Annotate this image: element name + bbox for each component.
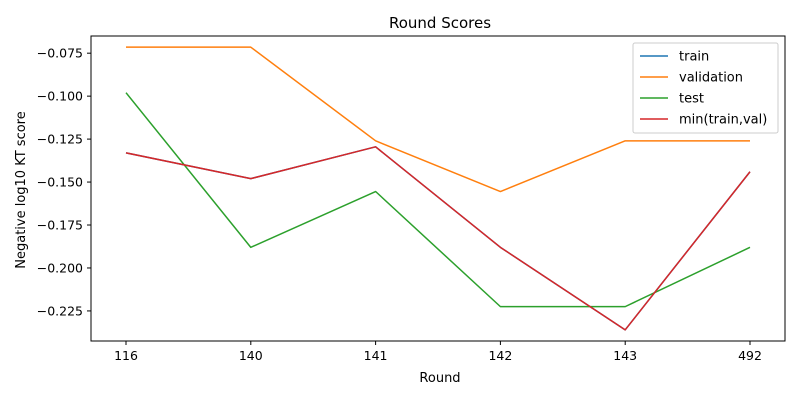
x-tick-label: 116 bbox=[114, 348, 138, 363]
y-axis-title: Negative log10 KT score bbox=[14, 111, 29, 269]
y-tick-label: −0.150 bbox=[37, 175, 83, 190]
plot-series bbox=[125, 46, 751, 331]
x-tick-label: 140 bbox=[239, 348, 263, 363]
series-line-validation bbox=[126, 46, 750, 193]
y-tick-label: −0.100 bbox=[37, 89, 83, 104]
x-axis-title: Round bbox=[419, 371, 460, 386]
x-tick-label: 142 bbox=[488, 348, 512, 363]
legend-label: min(train,val) bbox=[679, 113, 767, 128]
legend-label: test bbox=[679, 92, 704, 107]
series-line-min-train-val bbox=[125, 146, 751, 331]
y-tick-label: −0.225 bbox=[37, 303, 83, 318]
y-axis-ticks: −0.225 −0.200 −0.175 −0.150 −0.125 −0.100 −0.0… bbox=[37, 46, 91, 318]
legend: train validation test min(train,val) bbox=[632, 42, 779, 134]
legend-label: validation bbox=[679, 71, 743, 86]
y-tick-label: −0.175 bbox=[37, 218, 83, 233]
y-tick-label: −0.200 bbox=[37, 260, 83, 275]
y-tick-label: −0.125 bbox=[37, 132, 83, 147]
x-tick-label: 141 bbox=[364, 348, 388, 363]
series-line-test bbox=[125, 92, 751, 308]
y-tick-label: −0.075 bbox=[37, 46, 83, 61]
plot-frame bbox=[90, 35, 786, 342]
x-tick-label: 492 bbox=[738, 348, 762, 363]
legend-box bbox=[632, 42, 779, 134]
x-tick-label: 143 bbox=[613, 348, 637, 363]
x-axis-ticks: 116 140 141 142 143 492 bbox=[114, 341, 762, 363]
chart-title: Round Scores bbox=[389, 14, 491, 32]
legend-label: train bbox=[679, 50, 709, 65]
